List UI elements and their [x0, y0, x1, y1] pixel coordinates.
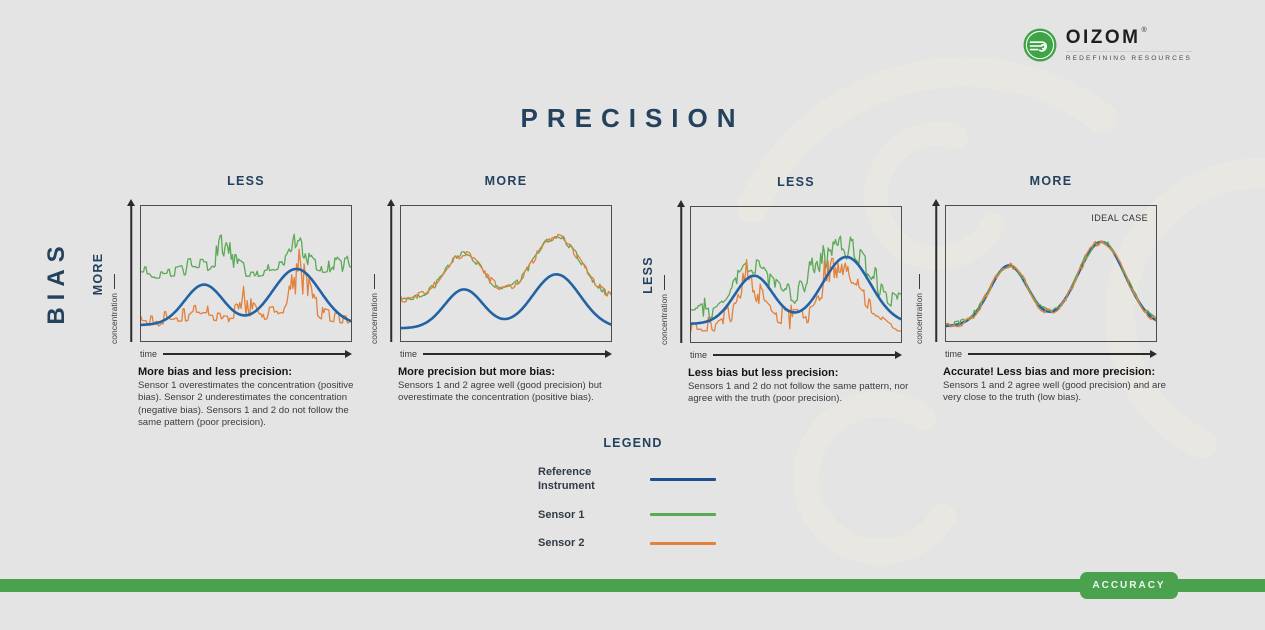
chart-caption: Accurate! Less bias and more precision: …: [943, 366, 1177, 405]
arrow-right-icon: [1150, 350, 1157, 358]
legend-item-sensor2: Sensor 2: [538, 536, 728, 550]
logo-name: OIZOM: [1065, 27, 1141, 48]
chart-caption: More precision but more bias: Sensors 1 …: [398, 366, 632, 405]
sensor1-line-swatch: [650, 513, 716, 517]
precision-level-label: MORE: [1029, 174, 1073, 188]
accuracy-axis-bar: [0, 579, 1265, 592]
x-axis-label: time: [140, 349, 158, 359]
arrow-up-icon: [127, 199, 135, 206]
caption-title: Accurate! Less bias and more precision:: [943, 366, 1156, 378]
caption-title: More precision but more bias:: [398, 366, 556, 378]
accuracy-tab[interactable]: ACCURACY: [1080, 572, 1178, 599]
caption-title: Less bias but less precision:: [688, 367, 839, 379]
y-axis-arrow: [677, 200, 685, 343]
bias-level-label: LESS: [641, 255, 655, 294]
y-axis-arrow: [387, 199, 395, 342]
bias-axis-title: BIAS: [43, 239, 70, 325]
plot-area: [140, 205, 352, 342]
y-axis-label: concentration: [109, 274, 119, 344]
y-axis-arrow: [127, 199, 135, 342]
arrow-right-icon: [895, 351, 902, 359]
legend-item-sensor1: Sensor 1: [538, 508, 728, 522]
caption-body: Sensors 1 and 2 agree well (good precisi…: [943, 380, 1166, 404]
x-axis-label: time: [945, 349, 963, 359]
x-axis: time: [690, 349, 902, 361]
chart-caption: Less bias but less precision: Sensors 1 …: [688, 367, 922, 406]
caption-title: More bias and less precision:: [138, 366, 293, 378]
x-axis-label: time: [400, 349, 418, 359]
x-axis-label: time: [690, 350, 708, 360]
precision-level-label: LESS: [227, 174, 265, 188]
arrow-right-icon: [345, 350, 352, 358]
plot-area: [400, 205, 612, 342]
chart-group-less-bias-less-precision: LESS LESS concentration time Less bias b…: [641, 175, 908, 404]
sensor2-line-swatch: [650, 541, 716, 545]
arrow-up-icon: [677, 200, 685, 207]
legend-item-reference: Reference Instrument: [538, 465, 728, 494]
arrow-right-icon: [605, 350, 612, 358]
plot-area: IDEAL CASE: [945, 205, 1157, 342]
x-axis: time: [140, 348, 352, 360]
ideal-case-label: IDEAL CASE: [1091, 213, 1148, 223]
legend-label: Sensor 2: [538, 536, 585, 549]
arrow-up-icon: [932, 199, 940, 206]
plot-area: [690, 206, 902, 343]
reference-line-swatch: [650, 477, 716, 481]
caption-body: Sensor 1 overestimates the concentration…: [138, 380, 354, 429]
y-axis-arrow: [932, 199, 940, 342]
chart-caption: More bias and less precision: Sensor 1 o…: [138, 366, 372, 430]
precision-level-label: LESS: [777, 175, 815, 189]
x-axis: time: [400, 348, 612, 360]
chart-group-more-bias-less-precision: LESS MORE concentration time More bias a…: [91, 174, 353, 428]
precision-level-label: MORE: [484, 174, 528, 188]
legend-label: Reference Instrument: [538, 466, 595, 493]
y-axis-label: concentration: [914, 274, 924, 344]
arrow-up-icon: [387, 199, 395, 206]
oizom-logo-icon: [1023, 28, 1057, 62]
legend-label: Sensor 1: [538, 508, 585, 521]
x-axis: time: [945, 348, 1157, 360]
caption-body: Sensors 1 and 2 agree well (good precisi…: [398, 380, 602, 404]
y-axis-label: concentration: [369, 274, 379, 344]
caption-body: Sensors 1 and 2 do not follow the same p…: [688, 381, 909, 405]
chart-group-ideal-case: MORE concentration IDEAL CASE time Accur…: [914, 174, 1166, 403]
page-title: PRECISION: [520, 103, 745, 133]
legend-title: LEGEND: [603, 436, 663, 450]
oizom-logo: OIZOM ® REDEFINING RESOURCES: [1023, 27, 1192, 62]
y-axis-label: concentration: [659, 275, 669, 345]
chart-group-more-precision-more-bias: MORE concentration time More precision b…: [369, 174, 612, 403]
legend: LEGEND Reference Instrument Sensor 1 Sen…: [538, 436, 728, 564]
bias-level-label: MORE: [91, 252, 105, 295]
logo-tagline: REDEFINING RESOURCES: [1065, 51, 1192, 62]
registered-trademark-icon: ®: [1141, 27, 1147, 34]
